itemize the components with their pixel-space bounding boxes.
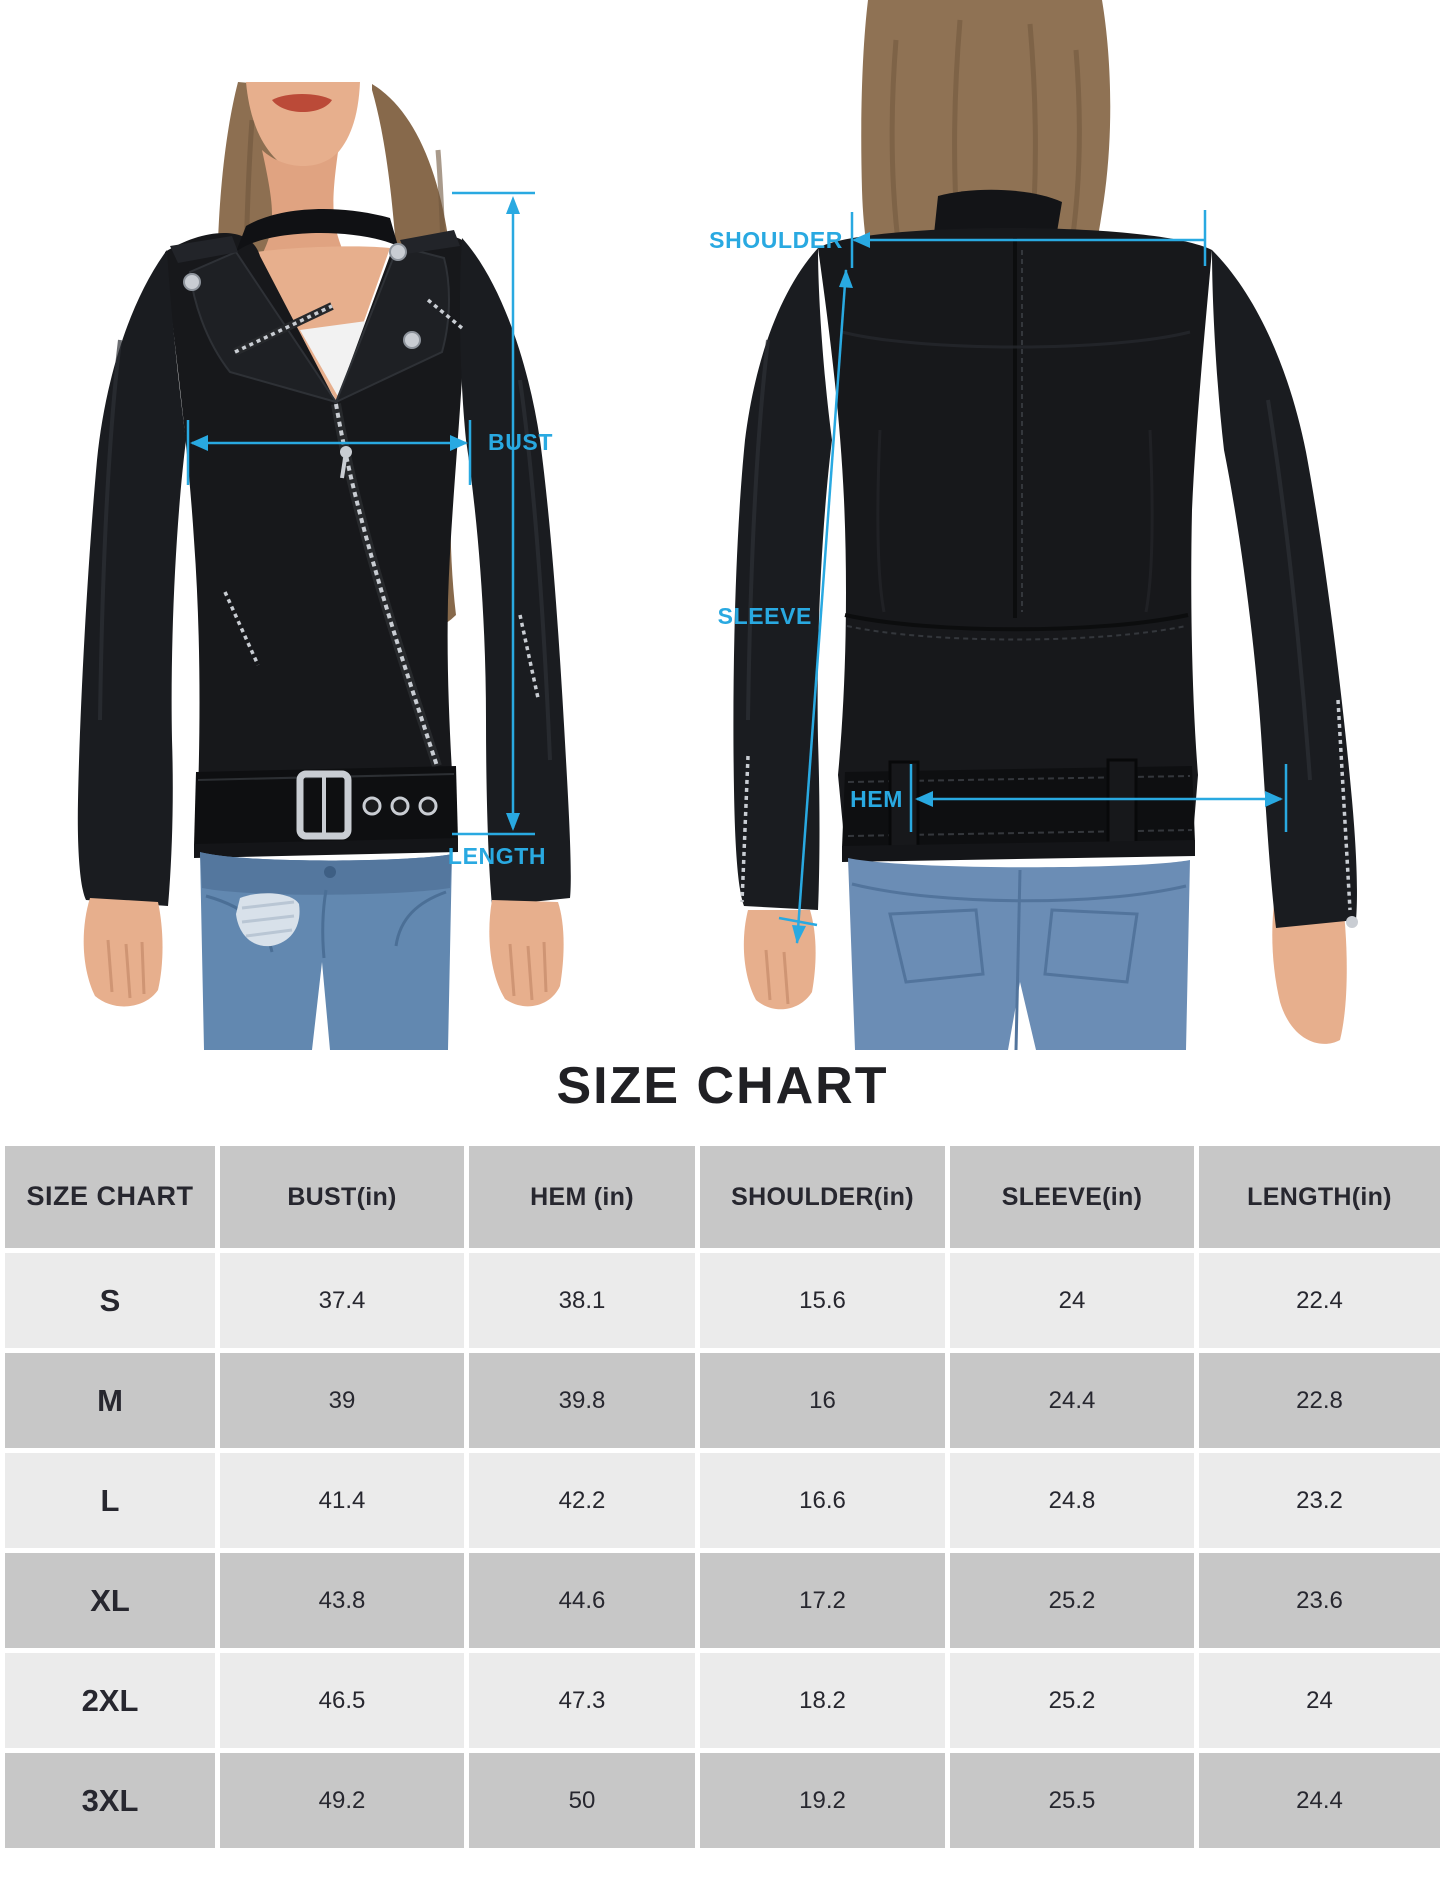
size-cell: XL	[5, 1553, 215, 1648]
value-cell: 24.8	[950, 1453, 1194, 1548]
value-cell: 23.2	[1199, 1453, 1440, 1548]
value-cell: 19.2	[700, 1753, 945, 1848]
value-cell: 38.1	[469, 1253, 695, 1348]
value-cell: 23.6	[1199, 1553, 1440, 1648]
value-cell: 47.3	[469, 1653, 695, 1748]
value-cell: 44.6	[469, 1553, 695, 1648]
value-cell: 24	[1199, 1653, 1440, 1748]
size-cell: S	[5, 1253, 215, 1348]
value-cell: 18.2	[700, 1653, 945, 1748]
table-row: L 41.4 42.2 16.6 24.8 23.2	[5, 1453, 1440, 1548]
header-cell-length: LENGTH(in)	[1199, 1146, 1440, 1248]
header-cell-bust: BUST(in)	[220, 1146, 464, 1248]
table-row: S 37.4 38.1 15.6 24 22.4	[5, 1253, 1440, 1348]
table-row: M 39 39.8 16 24.4 22.8	[5, 1353, 1440, 1448]
bust-measure-label: BUST	[488, 429, 554, 455]
value-cell: 25.2	[950, 1653, 1194, 1748]
value-cell: 43.8	[220, 1553, 464, 1648]
value-cell: 49.2	[220, 1753, 464, 1848]
value-cell: 39	[220, 1353, 464, 1448]
header-cell-size-chart: SIZE CHART	[5, 1146, 215, 1248]
shoulder-measure-label: SHOULDER	[709, 227, 843, 253]
front-view-photo	[77, 82, 571, 1050]
value-cell: 22.8	[1199, 1353, 1440, 1448]
value-cell: 24.4	[1199, 1753, 1440, 1848]
product-photos: LENGTH BUST SHOULDER SLEEVE HEM	[77, 0, 1358, 1050]
value-cell: 22.4	[1199, 1253, 1440, 1348]
value-cell: 37.4	[220, 1253, 464, 1348]
value-cell: 17.2	[700, 1553, 945, 1648]
value-cell: 24.4	[950, 1353, 1194, 1448]
value-cell: 39.8	[469, 1353, 695, 1448]
size-cell: L	[5, 1453, 215, 1548]
value-cell: 42.2	[469, 1453, 695, 1548]
value-cell: 50	[469, 1753, 695, 1848]
size-cell: 2XL	[5, 1653, 215, 1748]
value-cell: 15.6	[700, 1253, 945, 1348]
size-cell: M	[5, 1353, 215, 1448]
table-row: XL 43.8 44.6 17.2 25.2 23.6	[5, 1553, 1440, 1648]
value-cell: 25.5	[950, 1753, 1194, 1848]
value-cell: 41.4	[220, 1453, 464, 1548]
back-view-photo	[733, 0, 1358, 1050]
sleeve-measure-label: SLEEVE	[717, 603, 812, 629]
size-chart-table: SIZE CHART BUST(in) HEM (in) SHOULDER(in…	[0, 1141, 1445, 1853]
header-cell-shoulder: SHOULDER(in)	[700, 1146, 945, 1248]
table-header-row: SIZE CHART BUST(in) HEM (in) SHOULDER(in…	[5, 1146, 1440, 1248]
value-cell: 25.2	[950, 1553, 1194, 1648]
value-cell: 24	[950, 1253, 1194, 1348]
product-photos-illustration	[77, 0, 1358, 1050]
table-row: 2XL 46.5 47.3 18.2 25.2 24	[5, 1653, 1440, 1748]
value-cell: 16.6	[700, 1453, 945, 1548]
header-cell-hem: HEM (in)	[469, 1146, 695, 1248]
table-row: 3XL 49.2 50 19.2 25.5 24.4	[5, 1753, 1440, 1848]
value-cell: 46.5	[220, 1653, 464, 1748]
value-cell: 16	[700, 1353, 945, 1448]
measurement-lines	[186, 191, 1288, 944]
size-chart-title: SIZE CHART	[556, 1057, 889, 1115]
header-cell-sleeve: SLEEVE(in)	[950, 1146, 1194, 1248]
size-cell: 3XL	[5, 1753, 215, 1848]
length-measure-label: LENGTH	[447, 843, 547, 869]
hem-measure-label: HEM	[850, 786, 903, 812]
